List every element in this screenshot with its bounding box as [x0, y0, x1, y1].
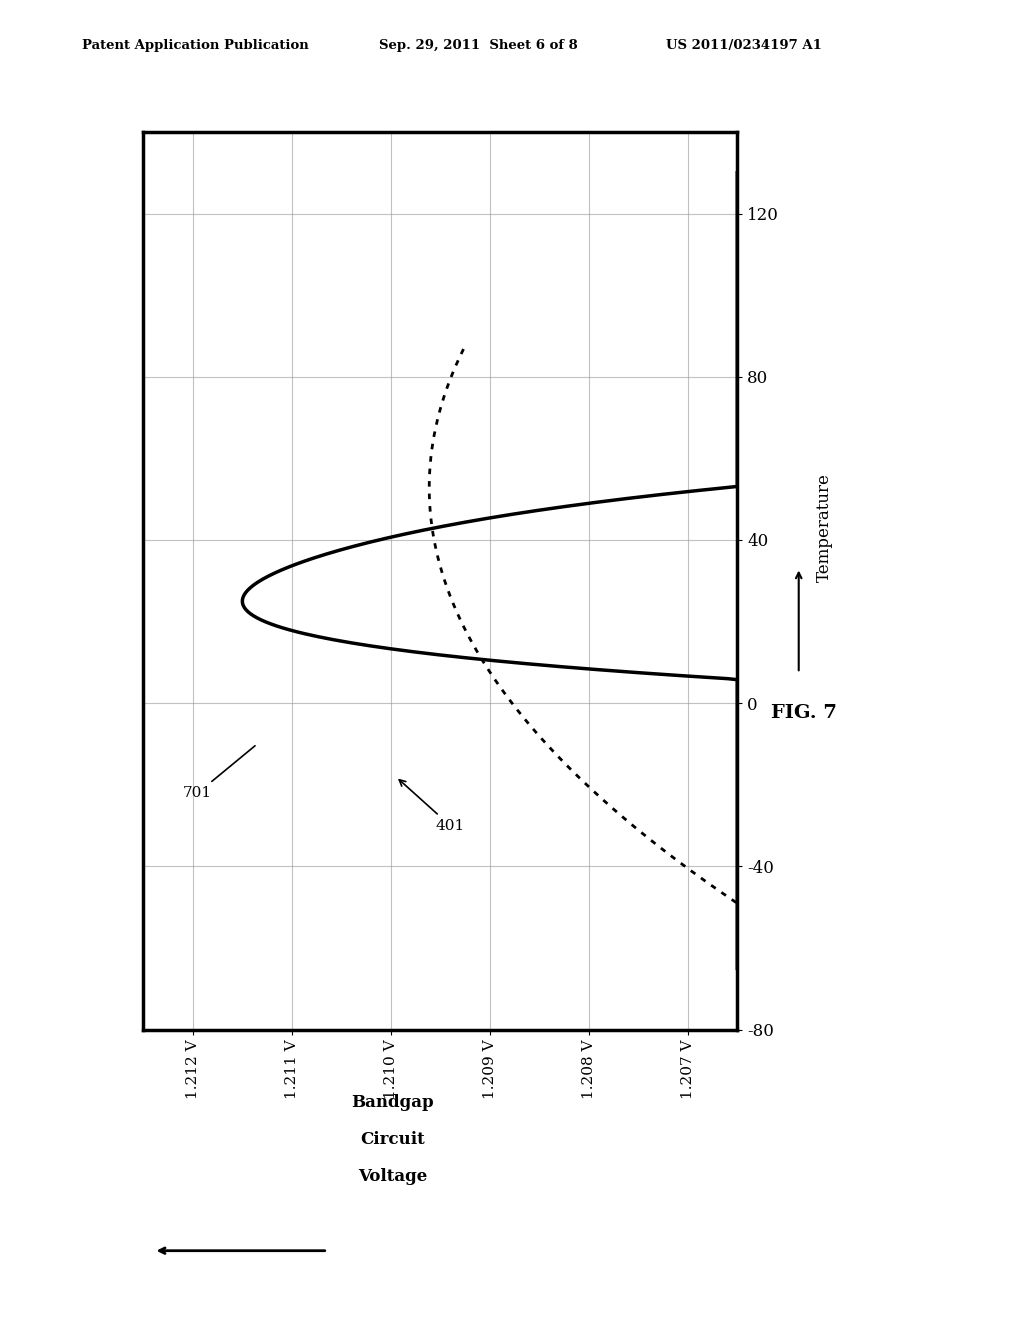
Text: Sep. 29, 2011  Sheet 6 of 8: Sep. 29, 2011 Sheet 6 of 8: [379, 38, 578, 51]
Text: 701: 701: [183, 746, 255, 800]
Text: FIG. 7: FIG. 7: [771, 704, 837, 722]
Text: Circuit: Circuit: [360, 1131, 425, 1147]
Text: US 2011/0234197 A1: US 2011/0234197 A1: [666, 38, 821, 51]
Text: Patent Application Publication: Patent Application Publication: [82, 38, 308, 51]
Text: Voltage: Voltage: [358, 1168, 427, 1184]
Text: 401: 401: [399, 780, 465, 833]
Text: Temperature: Temperature: [816, 474, 833, 582]
Text: Bandgap: Bandgap: [351, 1094, 434, 1110]
